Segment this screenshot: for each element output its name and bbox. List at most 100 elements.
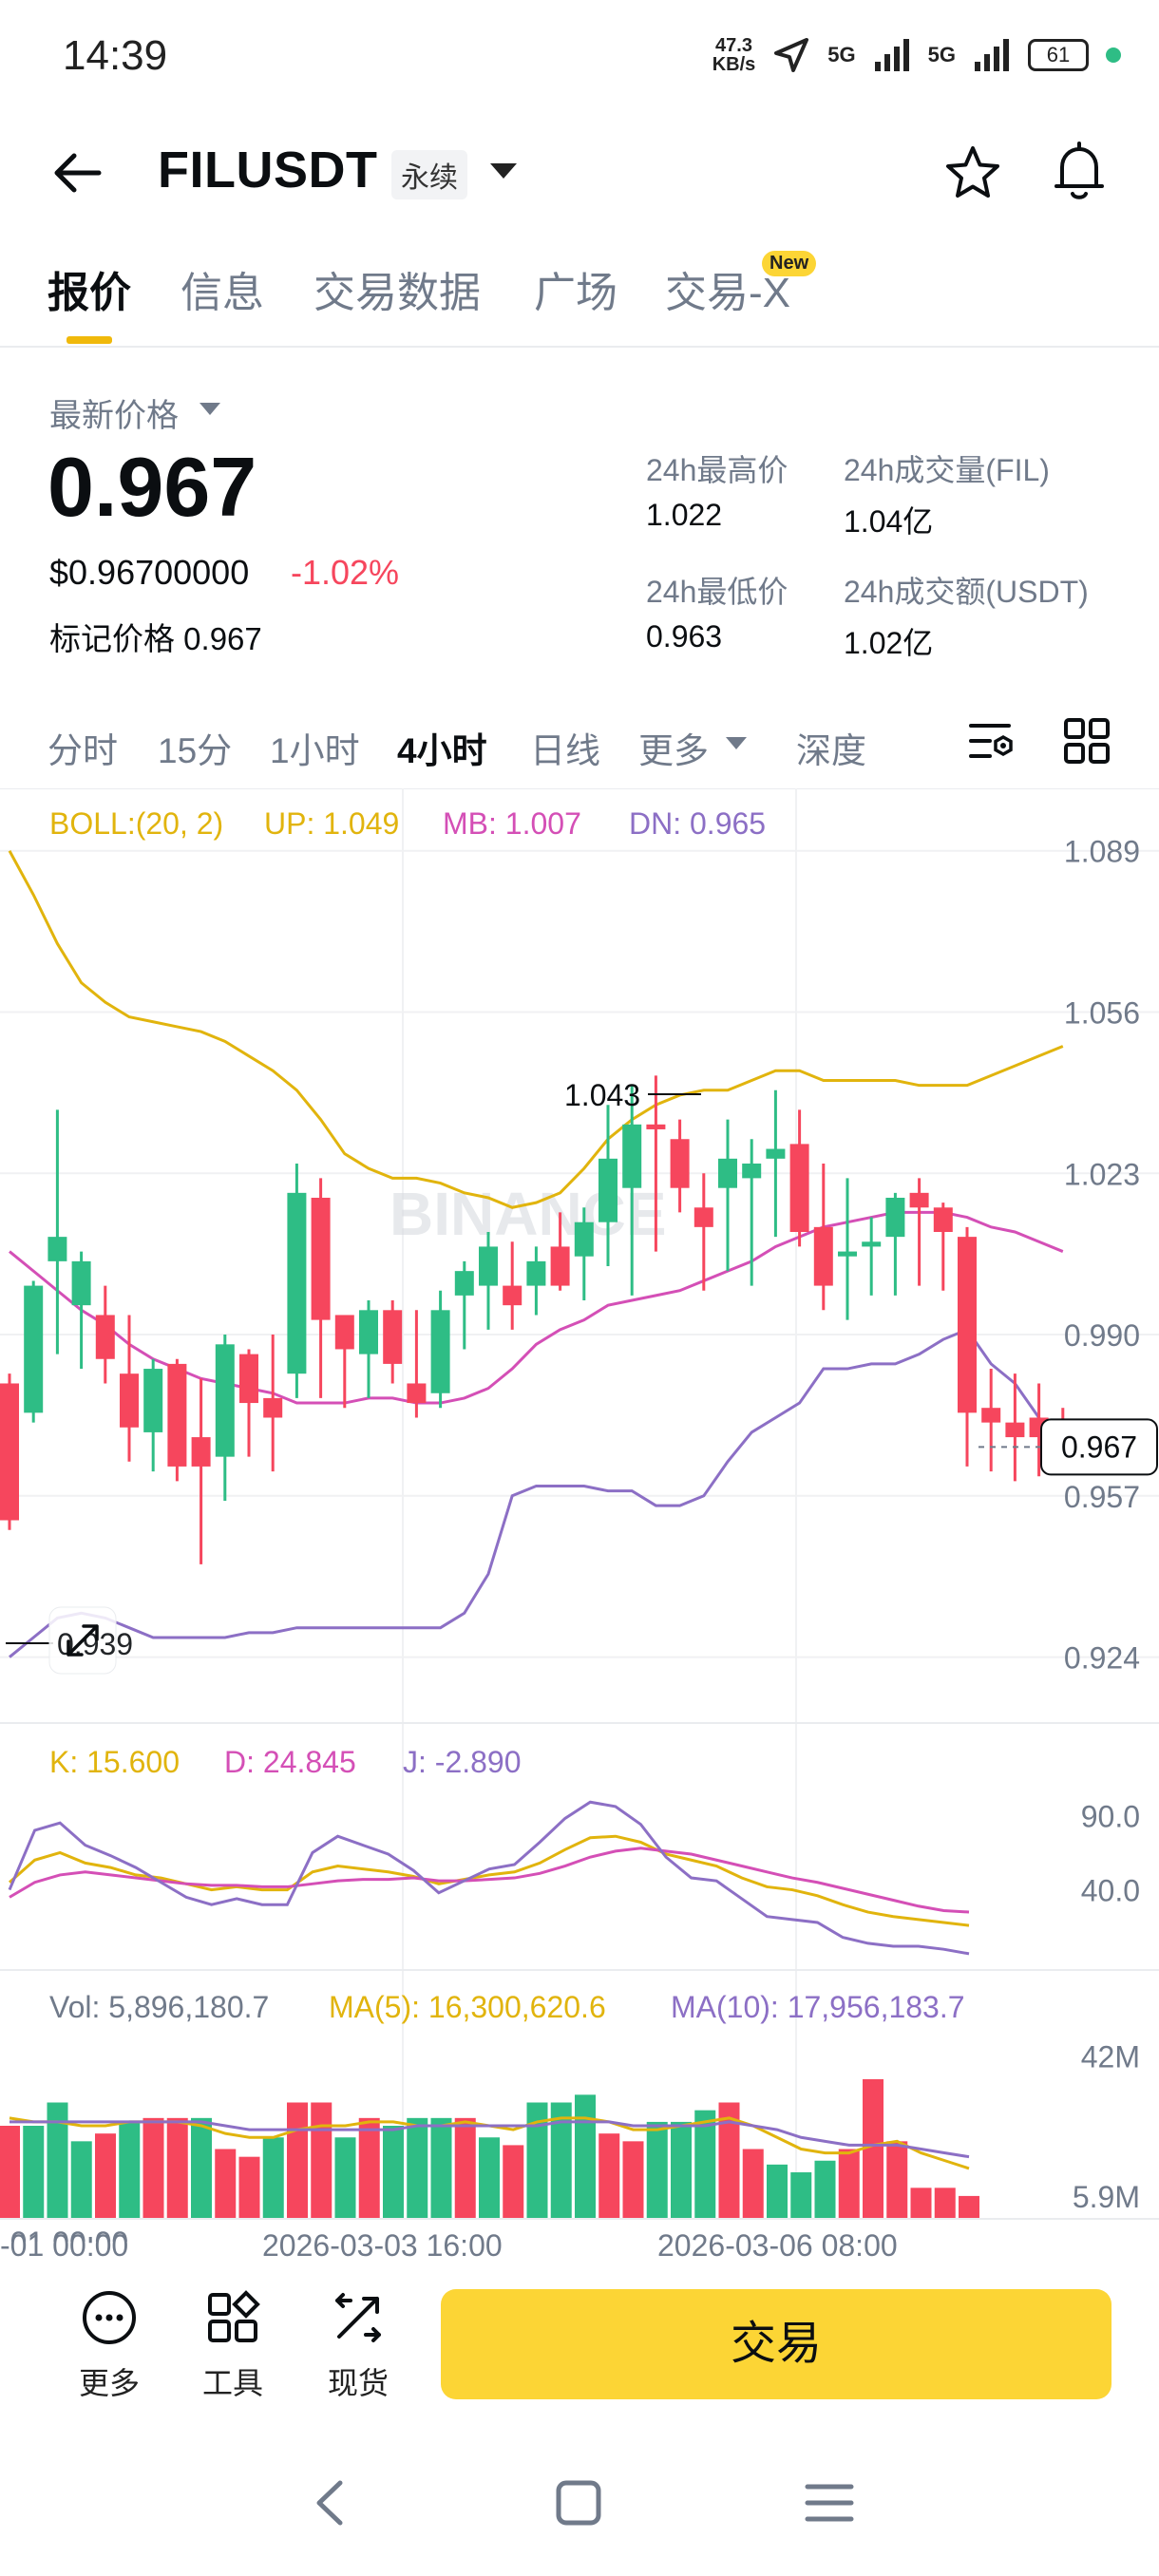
candle-body [933, 1207, 953, 1232]
candle-body [550, 1246, 570, 1286]
vol-legend-ma5: MA(5): 16,300,620.6 [329, 1990, 606, 2024]
status-indicators: 47.3 KB/s 5G 5G 61 [712, 36, 1121, 74]
interval-timeline[interactable]: 分时 [48, 731, 118, 770]
candle-body [120, 1373, 139, 1428]
alert-bell-icon[interactable] [1049, 139, 1110, 203]
stat-high-value: 1.022 [646, 498, 723, 532]
tab-trade-x[interactable]: 交易-X [665, 270, 790, 316]
volume-bar [358, 2117, 380, 2219]
interval-depth[interactable]: 深度 [796, 731, 866, 770]
boll-legend-dn: DN: 0.965 [629, 806, 766, 841]
volume-bar [334, 2137, 356, 2219]
volume-bar [694, 2110, 716, 2219]
favorite-star-icon[interactable] [942, 142, 1003, 203]
volume-bar [718, 2102, 740, 2219]
tab-quote[interactable]: 报价 [48, 270, 131, 316]
candle-body [407, 1383, 427, 1404]
expand-icon[interactable] [66, 1624, 99, 1657]
volume-bar [646, 2121, 668, 2219]
price-tick-label: 0.924 [1064, 1641, 1140, 1676]
volume-bar [910, 2188, 932, 2219]
indicator-settings-icon[interactable] [967, 716, 1016, 766]
candle-body [958, 1237, 977, 1413]
boll-up-line [8, 850, 1064, 1209]
signal-bars-2-icon [975, 39, 1009, 71]
candle-body [167, 1363, 187, 1467]
latest-price-label[interactable]: 最新价格 [49, 398, 179, 434]
volume-bar [430, 2117, 452, 2219]
candle-body [885, 1197, 905, 1238]
candle-body [479, 1246, 498, 1286]
volume-bar [383, 2126, 404, 2219]
volume-bar [47, 2102, 68, 2219]
tab-info[interactable]: 信息 [180, 270, 264, 316]
interval-1h[interactable]: 1小时 [270, 731, 360, 770]
net-speed: 47.3 KB/s [712, 35, 756, 75]
candle-body [981, 1408, 1001, 1423]
volume-bar [23, 2126, 45, 2219]
candle-body [334, 1315, 354, 1350]
latest-price-caret-icon[interactable] [200, 403, 220, 415]
x-label-1: -01 00:00 [0, 2226, 128, 2242]
candle-body [838, 1251, 857, 1257]
volume-ma10-line [10, 2120, 970, 2159]
signal-label-2: 5G [927, 43, 956, 66]
tools-button[interactable]: 工具 [180, 2289, 285, 2403]
volume-bar [742, 2149, 764, 2219]
volume-axis: 42M 5.9M [1073, 2040, 1140, 2214]
kdj-legend-d: D: 24.845 [224, 1745, 356, 1779]
volume-bar [238, 2156, 260, 2219]
interval-more[interactable]: 更多 [638, 731, 709, 770]
volume-tick-label: 5.9M [1073, 2180, 1140, 2214]
volume-bar [95, 2133, 116, 2219]
kdj-tick-label: 40.0 [1081, 1874, 1140, 1908]
tools-grid-icon [208, 2290, 260, 2342]
mark-price-label: 标记价格 [49, 621, 175, 656]
candle-body [48, 1237, 67, 1261]
candle-body [430, 1310, 450, 1393]
candle-body [311, 1197, 331, 1320]
x-label-start: -01 00:00 [0, 2228, 129, 2263]
candle-body [909, 1192, 929, 1208]
low-marker: 0.939 [57, 1627, 133, 1661]
price-tick-label: 1.023 [1064, 1157, 1140, 1191]
symbol-title[interactable]: FILUSDT [158, 142, 378, 199]
candle-body [191, 1437, 211, 1467]
volume-bars [0, 2079, 979, 2219]
signal-bars-icon [874, 39, 909, 71]
more-button[interactable]: 更多 [57, 2289, 162, 2403]
more-caret-icon[interactable] [726, 737, 747, 749]
volume-bar [287, 2102, 308, 2219]
tab-trading-data[interactable]: 交易数据 [314, 270, 481, 316]
back-arrow-icon[interactable] [48, 142, 108, 203]
kline-chart[interactable]: BINANCE 1.089 1.056 1.023 0.990 0.957 0.924 B… [0, 788, 1159, 2242]
volume-ma-lines [9, 2116, 970, 2170]
trade-button[interactable]: 交易 [441, 2289, 1112, 2399]
candle-body [526, 1260, 546, 1286]
price-axis: 1.089 1.056 1.023 0.990 0.957 0.924 [1064, 835, 1140, 1676]
interval-15m[interactable]: 15分 [158, 731, 233, 770]
nav-back-icon[interactable] [298, 2470, 365, 2536]
volume-bar [934, 2188, 956, 2219]
volume-tick-label: 42M [1081, 2040, 1140, 2074]
candle-body [503, 1285, 522, 1306]
interval-1d[interactable]: 日线 [530, 731, 600, 770]
candle-body [622, 1124, 642, 1188]
spot-button[interactable]: 现货 [306, 2289, 410, 2403]
last-price: 0.967 [48, 440, 257, 534]
volume-bar [191, 2117, 212, 2219]
layout-grid-icon[interactable] [1062, 716, 1112, 766]
current-price-label: 0.967 [1061, 1430, 1137, 1464]
battery-icon: 61 [1028, 39, 1089, 71]
swap-arrows-icon [335, 2293, 381, 2342]
nav-menu-icon[interactable] [796, 2470, 863, 2536]
price-tick-label: 1.089 [1064, 835, 1140, 869]
price-tick-label: 0.990 [1064, 1318, 1140, 1353]
tab-square[interactable]: 广场 [534, 270, 618, 316]
interval-4h[interactable]: 4小时 [397, 731, 487, 770]
volume-bar [622, 2141, 644, 2219]
candle-body [694, 1207, 713, 1227]
symbol-dropdown-icon[interactable] [490, 163, 517, 179]
nav-home-icon[interactable] [545, 2470, 612, 2536]
kdj-d-line [9, 1847, 970, 1914]
